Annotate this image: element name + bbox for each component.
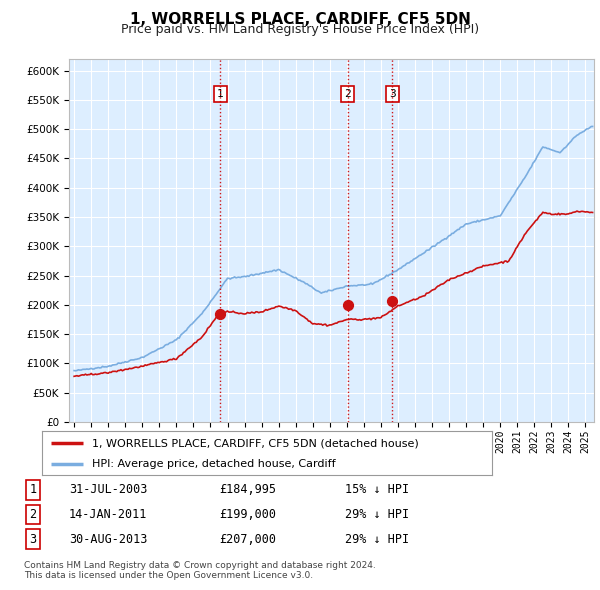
Text: 30-AUG-2013: 30-AUG-2013 (69, 533, 148, 546)
Text: Price paid vs. HM Land Registry's House Price Index (HPI): Price paid vs. HM Land Registry's House … (121, 23, 479, 36)
Point (215, 309, 225, 318)
Text: 15% ↓ HPI: 15% ↓ HPI (345, 483, 409, 496)
Point (343, 301, 352, 310)
Text: 2: 2 (344, 89, 351, 99)
Text: 29% ↓ HPI: 29% ↓ HPI (345, 508, 409, 521)
Text: 2: 2 (29, 508, 37, 521)
Text: £207,000: £207,000 (219, 533, 276, 546)
Point (388, 296, 397, 306)
Text: 31-JUL-2003: 31-JUL-2003 (69, 483, 148, 496)
Text: This data is licensed under the Open Government Licence v3.0.: This data is licensed under the Open Gov… (24, 571, 313, 580)
Text: 29% ↓ HPI: 29% ↓ HPI (345, 533, 409, 546)
Text: 1, WORRELLS PLACE, CARDIFF, CF5 5DN: 1, WORRELLS PLACE, CARDIFF, CF5 5DN (130, 12, 470, 27)
Text: 3: 3 (389, 89, 396, 99)
Text: £199,000: £199,000 (219, 508, 276, 521)
Text: 1: 1 (217, 89, 224, 99)
Text: HPI: Average price, detached house, Cardiff: HPI: Average price, detached house, Card… (92, 459, 335, 469)
Text: 14-JAN-2011: 14-JAN-2011 (69, 508, 148, 521)
Text: Contains HM Land Registry data © Crown copyright and database right 2024.: Contains HM Land Registry data © Crown c… (24, 560, 376, 569)
Text: 3: 3 (29, 533, 37, 546)
Text: 1: 1 (29, 483, 37, 496)
Text: 1, WORRELLS PLACE, CARDIFF, CF5 5DN (detached house): 1, WORRELLS PLACE, CARDIFF, CF5 5DN (det… (92, 438, 418, 448)
Text: £184,995: £184,995 (219, 483, 276, 496)
